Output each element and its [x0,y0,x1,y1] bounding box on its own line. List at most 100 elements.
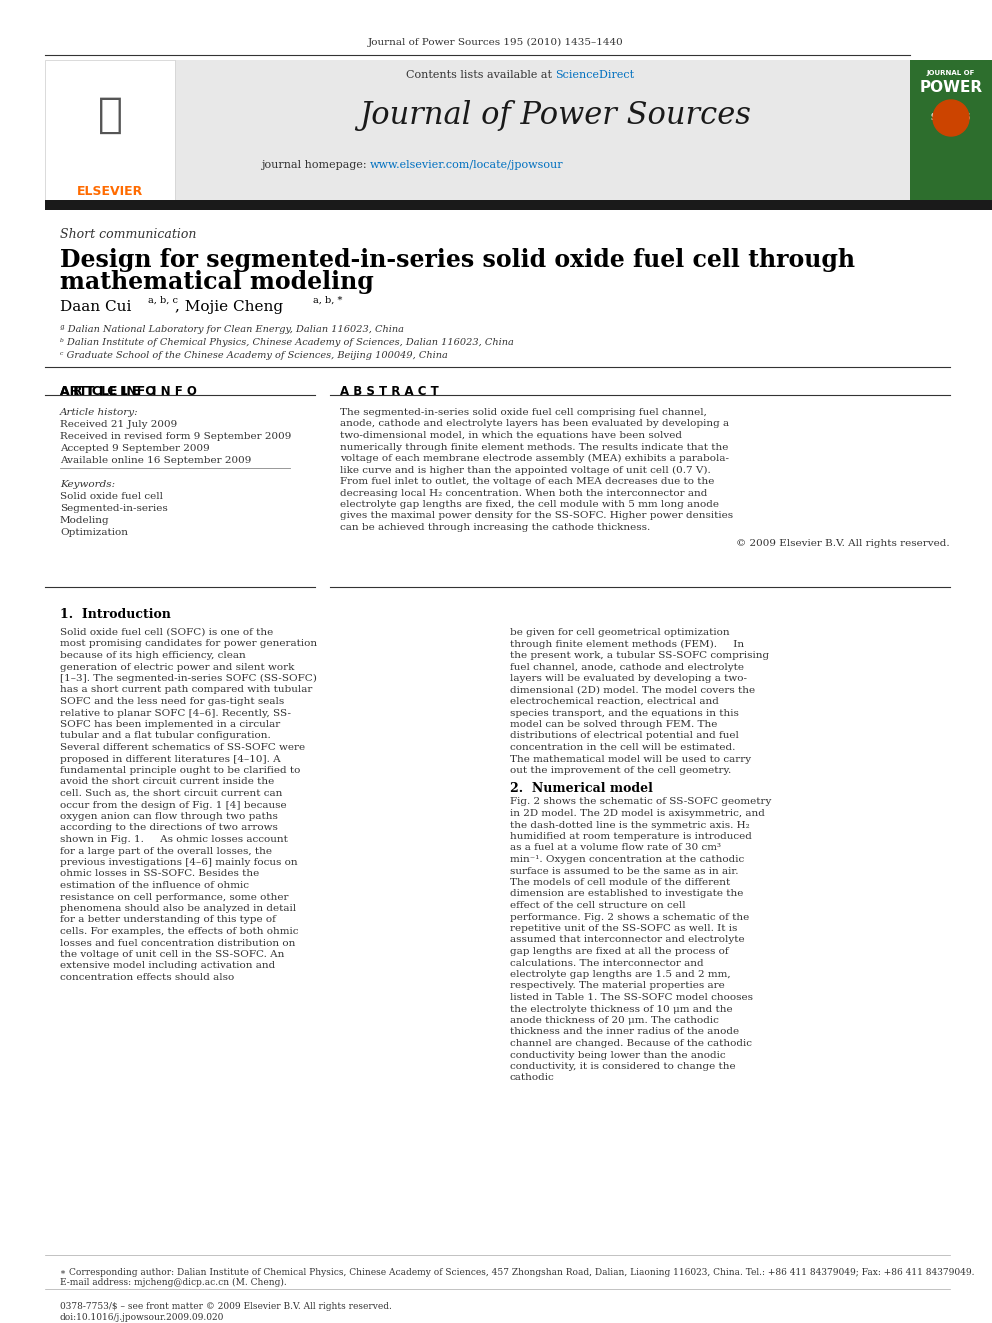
Text: previous investigations [4–6] mainly focus on: previous investigations [4–6] mainly foc… [60,859,298,867]
Text: performance. Fig. 2 shows a schematic of the: performance. Fig. 2 shows a schematic of… [510,913,749,922]
Text: thickness and the inner radius of the anode: thickness and the inner radius of the an… [510,1028,739,1036]
Text: 2.  Numerical model: 2. Numerical model [510,782,653,795]
Text: effect of the cell structure on cell: effect of the cell structure on cell [510,901,685,910]
Text: Several different schematics of SS-SOFC were: Several different schematics of SS-SOFC … [60,744,306,751]
Text: ELSEVIER: ELSEVIER [76,185,143,198]
Text: electrolyte gap lengths are fixed, the cell module with 5 mm long anode: electrolyte gap lengths are fixed, the c… [340,500,719,509]
Text: SOFC and the less need for gas-tight seals: SOFC and the less need for gas-tight sea… [60,697,285,706]
Text: The models of cell module of the different: The models of cell module of the differe… [510,878,730,886]
Text: journal homepage:: journal homepage: [261,160,370,169]
Text: A B S T R A C T: A B S T R A C T [340,385,438,398]
Text: , Mojie Cheng: , Mojie Cheng [175,300,283,314]
Text: JOURNAL OF: JOURNAL OF [927,70,975,75]
Text: Accepted 9 September 2009: Accepted 9 September 2009 [60,445,209,452]
Text: The segmented-in-series solid oxide fuel cell comprising fuel channel,: The segmented-in-series solid oxide fuel… [340,407,707,417]
FancyBboxPatch shape [175,60,910,200]
Text: the dash-dotted line is the symmetric axis. H₂: the dash-dotted line is the symmetric ax… [510,820,750,830]
Text: respectively. The material properties are: respectively. The material properties ar… [510,982,725,991]
Text: ª Dalian National Laboratory for Clean Energy, Dalian 116023, China: ª Dalian National Laboratory for Clean E… [60,325,404,333]
Text: layers will be evaluated by developing a two-: layers will be evaluated by developing a… [510,673,747,683]
Text: cell. Such as, the short circuit current can: cell. Such as, the short circuit current… [60,789,283,798]
Text: because of its high efficiency, clean: because of its high efficiency, clean [60,651,246,660]
Text: electrochemical reaction, electrical and: electrochemical reaction, electrical and [510,697,719,706]
Text: numerically through finite element methods. The results indicate that the: numerically through finite element metho… [340,442,728,451]
Text: listed in Table 1. The SS-SOFC model chooses: listed in Table 1. The SS-SOFC model cho… [510,994,753,1002]
Text: anode, cathode and electrolyte layers has been evaluated by developing a: anode, cathode and electrolyte layers ha… [340,419,729,429]
Text: © 2009 Elsevier B.V. All rights reserved.: © 2009 Elsevier B.V. All rights reserved… [736,540,950,549]
Text: according to the directions of two arrows: according to the directions of two arrow… [60,823,278,832]
Text: assumed that interconnector and electrolyte: assumed that interconnector and electrol… [510,935,745,945]
Text: [1–3]. The segmented-in-series SOFC (SS-SOFC): [1–3]. The segmented-in-series SOFC (SS-… [60,673,316,683]
Text: shown in Fig. 1.     As ohmic losses account: shown in Fig. 1. As ohmic losses account [60,835,288,844]
Text: a, b, *: a, b, * [313,296,342,306]
Text: most promising candidates for power generation: most promising candidates for power gene… [60,639,317,648]
Text: repetitive unit of the SS-SOFC as well. It is: repetitive unit of the SS-SOFC as well. … [510,923,737,933]
Text: ARTICLE INFO: ARTICLE INFO [60,385,156,398]
Text: out the improvement of the cell geometry.: out the improvement of the cell geometry… [510,766,731,775]
Text: Solid oxide fuel cell: Solid oxide fuel cell [60,492,163,501]
Text: 🌳: 🌳 [97,94,122,136]
Text: Journal of Power Sources 195 (2010) 1435–1440: Journal of Power Sources 195 (2010) 1435… [368,38,624,48]
Text: through finite element methods (FEM).     In: through finite element methods (FEM). In [510,639,744,648]
Text: doi:10.1016/j.jpowsour.2009.09.020: doi:10.1016/j.jpowsour.2009.09.020 [60,1312,224,1322]
Text: 1.  Introduction: 1. Introduction [60,609,171,620]
Text: www.elsevier.com/locate/jpowsour: www.elsevier.com/locate/jpowsour [370,160,563,169]
Text: channel are changed. Because of the cathodic: channel are changed. Because of the cath… [510,1039,752,1048]
Text: ᶜ Graduate School of the Chinese Academy of Sciences, Beijing 100049, China: ᶜ Graduate School of the Chinese Academy… [60,351,447,360]
Text: species transport, and the equations in this: species transport, and the equations in … [510,709,739,717]
Text: 0378-7753/$ – see front matter © 2009 Elsevier B.V. All rights reserved.: 0378-7753/$ – see front matter © 2009 El… [60,1302,392,1311]
Text: mathematical modeling: mathematical modeling [60,270,374,294]
Text: estimation of the influence of ohmic: estimation of the influence of ohmic [60,881,249,890]
Text: Short communication: Short communication [60,228,196,241]
Text: conductivity being lower than the anodic: conductivity being lower than the anodic [510,1050,725,1060]
Text: as a fuel at a volume flow rate of 30 cm³: as a fuel at a volume flow rate of 30 cm… [510,844,721,852]
Text: fuel channel, anode, cathode and electrolyte: fuel channel, anode, cathode and electro… [510,663,744,672]
Text: the voltage of unit cell in the SS-SOFC. An: the voltage of unit cell in the SS-SOFC.… [60,950,285,959]
Text: Design for segmented-in-series solid oxide fuel cell through: Design for segmented-in-series solid oxi… [60,247,855,273]
Text: model can be solved through FEM. The: model can be solved through FEM. The [510,720,717,729]
Text: The mathematical model will be used to carry: The mathematical model will be used to c… [510,754,751,763]
Text: tubular and a flat tubular configuration.: tubular and a flat tubular configuration… [60,732,271,741]
Text: Keywords:: Keywords: [60,480,115,490]
Text: decreasing local H₂ concentration. When both the interconnector and: decreasing local H₂ concentration. When … [340,488,707,497]
Text: cells. For examples, the effects of both ohmic: cells. For examples, the effects of both… [60,927,299,935]
Text: Contents lists available at: Contents lists available at [406,70,555,79]
Text: Modeling: Modeling [60,516,110,525]
Text: Article history:: Article history: [60,407,139,417]
Text: distributions of electrical potential and fuel: distributions of electrical potential an… [510,732,739,741]
Text: SOURCES: SOURCES [930,114,971,123]
Text: SOFC has been implemented in a circular: SOFC has been implemented in a circular [60,720,281,729]
Text: electrolyte gap lengths are 1.5 and 2 mm,: electrolyte gap lengths are 1.5 and 2 mm… [510,970,731,979]
Text: Segmented-in-series: Segmented-in-series [60,504,168,513]
Text: min⁻¹. Oxygen concentration at the cathodic: min⁻¹. Oxygen concentration at the catho… [510,855,744,864]
Text: a, b, c: a, b, c [148,296,178,306]
Text: Received in revised form 9 September 2009: Received in revised form 9 September 200… [60,433,292,441]
Text: voltage of each membrane electrode assembly (MEA) exhibits a parabola-: voltage of each membrane electrode assem… [340,454,729,463]
Text: ᵇ Dalian Institute of Chemical Physics, Chinese Academy of Sciences, Dalian 1160: ᵇ Dalian Institute of Chemical Physics, … [60,337,514,347]
Text: avoid the short circuit current inside the: avoid the short circuit current inside t… [60,778,274,786]
Text: two-dimensional model, in which the equations have been solved: two-dimensional model, in which the equa… [340,431,682,441]
Text: the electrolyte thickness of 10 μm and the: the electrolyte thickness of 10 μm and t… [510,1004,733,1013]
Text: From fuel inlet to outlet, the voltage of each MEA decreases due to the: From fuel inlet to outlet, the voltage o… [340,478,714,486]
Text: relative to planar SOFC [4–6]. Recently, SS-: relative to planar SOFC [4–6]. Recently,… [60,709,291,717]
Text: dimensional (2D) model. The model covers the: dimensional (2D) model. The model covers… [510,685,755,695]
Text: proposed in different literatures [4–10]. A: proposed in different literatures [4–10]… [60,754,281,763]
Text: fundamental principle ought to be clarified to: fundamental principle ought to be clarif… [60,766,301,775]
FancyBboxPatch shape [45,60,175,200]
Text: for a better understanding of this type of: for a better understanding of this type … [60,916,276,925]
Text: has a short current path compared with tubular: has a short current path compared with t… [60,685,312,695]
Text: oxygen anion can flow through two paths: oxygen anion can flow through two paths [60,812,278,822]
Text: ScienceDirect: ScienceDirect [555,70,634,79]
Text: gives the maximal power density for the SS-SOFC. Higher power densities: gives the maximal power density for the … [340,512,733,520]
Text: generation of electric power and silent work: generation of electric power and silent … [60,663,295,672]
Text: Journal of Power Sources: Journal of Power Sources [359,101,751,131]
Text: be given for cell geometrical optimization: be given for cell geometrical optimizati… [510,628,730,636]
Text: Optimization: Optimization [60,528,128,537]
Text: conductivity, it is considered to change the: conductivity, it is considered to change… [510,1062,736,1072]
Text: Daan Cui: Daan Cui [60,300,131,314]
Text: ∗ Corresponding author: Dalian Institute of Chemical Physics, Chinese Academy of: ∗ Corresponding author: Dalian Institute… [60,1267,974,1277]
Text: concentration in the cell will be estimated.: concentration in the cell will be estima… [510,744,735,751]
Text: E-mail address: mjcheng@dicp.ac.cn (M. Cheng).: E-mail address: mjcheng@dicp.ac.cn (M. C… [60,1278,287,1287]
FancyBboxPatch shape [910,60,992,200]
Text: humidified at room temperature is introduced: humidified at room temperature is introd… [510,832,752,841]
